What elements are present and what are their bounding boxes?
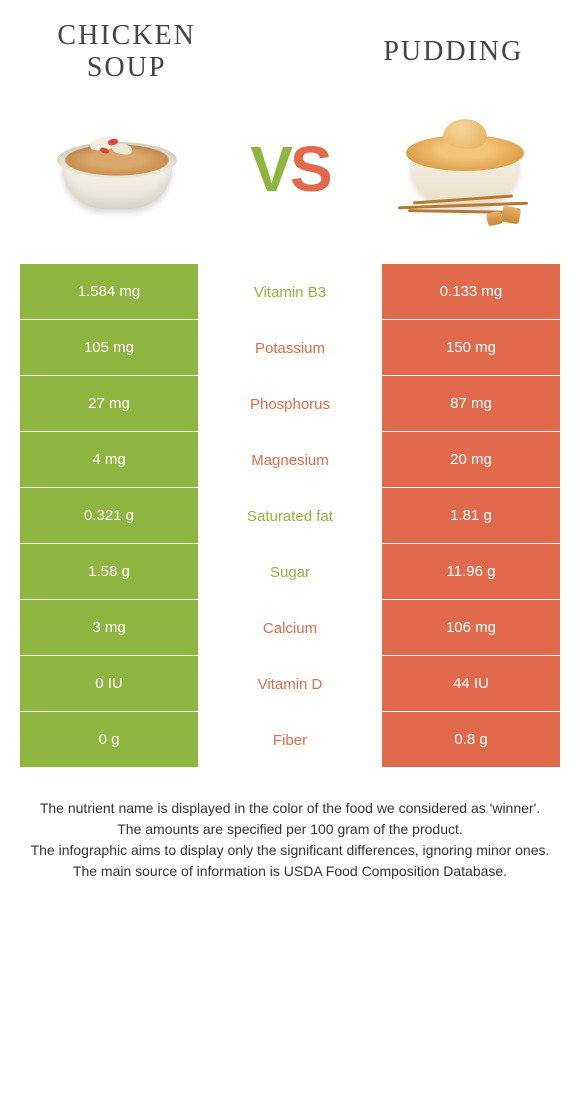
right-food-title: PUDDING (353, 36, 553, 68)
nutrient-name-cell: Phosphorus (198, 376, 382, 432)
header: CHICKEN SOUP PUDDING (0, 0, 580, 94)
left-value-cell: 1.58 g (20, 544, 198, 600)
images-row: VS (0, 94, 580, 244)
right-value-cell: 44 IU (382, 656, 560, 712)
left-value-cell: 105 mg (20, 320, 198, 376)
left-value-cell: 0.321 g (20, 488, 198, 544)
table-row: 27 mgPhosphorus87 mg (20, 376, 560, 432)
table-row: 0 IUVitamin D44 IU (20, 656, 560, 712)
table-row: 1.58 gSugar11.96 g (20, 544, 560, 600)
nutrient-name-cell: Sugar (198, 544, 382, 600)
nutrition-table: 1.584 mgVitamin B30.133 mg105 mgPotassiu… (20, 264, 560, 768)
nutrient-name-cell: Calcium (198, 600, 382, 656)
left-value-cell: 3 mg (20, 600, 198, 656)
right-value-cell: 1.81 g (382, 488, 560, 544)
vs-badge: VS (250, 132, 329, 206)
nutrient-name-cell: Saturated fat (198, 488, 382, 544)
left-value-cell: 0 IU (20, 656, 198, 712)
right-value-cell: 0.8 g (382, 712, 560, 768)
right-value-cell: 106 mg (382, 600, 560, 656)
pudding-illustration (388, 109, 538, 229)
footer-line: The nutrient name is displayed in the co… (20, 798, 560, 819)
right-value-cell: 20 mg (382, 432, 560, 488)
table-row: 105 mgPotassium150 mg (20, 320, 560, 376)
nutrient-name-cell: Vitamin D (198, 656, 382, 712)
footer-notes: The nutrient name is displayed in the co… (0, 778, 580, 912)
footer-line: The main source of information is USDA F… (20, 861, 560, 882)
table-row: 0 gFiber0.8 g (20, 712, 560, 768)
nutrient-name-cell: Potassium (198, 320, 382, 376)
left-food-image (32, 104, 202, 234)
left-food-title: CHICKEN SOUP (27, 20, 227, 84)
nutrient-name-cell: Fiber (198, 712, 382, 768)
right-value-cell: 87 mg (382, 376, 560, 432)
right-food-image (378, 104, 548, 234)
table-row: 1.584 mgVitamin B30.133 mg (20, 264, 560, 320)
soup-bowl-illustration (52, 124, 182, 214)
right-value-cell: 0.133 mg (382, 264, 560, 320)
nutrient-name-cell: Vitamin B3 (198, 264, 382, 320)
nutrient-name-cell: Magnesium (198, 432, 382, 488)
footer-line: The amounts are specified per 100 gram o… (20, 819, 560, 840)
left-value-cell: 4 mg (20, 432, 198, 488)
left-value-cell: 0 g (20, 712, 198, 768)
footer-line: The infographic aims to display only the… (20, 840, 560, 861)
right-value-cell: 150 mg (382, 320, 560, 376)
right-value-cell: 11.96 g (382, 544, 560, 600)
table-row: 4 mgMagnesium20 mg (20, 432, 560, 488)
table-row: 3 mgCalcium106 mg (20, 600, 560, 656)
left-value-cell: 1.584 mg (20, 264, 198, 320)
left-value-cell: 27 mg (20, 376, 198, 432)
table-row: 0.321 gSaturated fat1.81 g (20, 488, 560, 544)
